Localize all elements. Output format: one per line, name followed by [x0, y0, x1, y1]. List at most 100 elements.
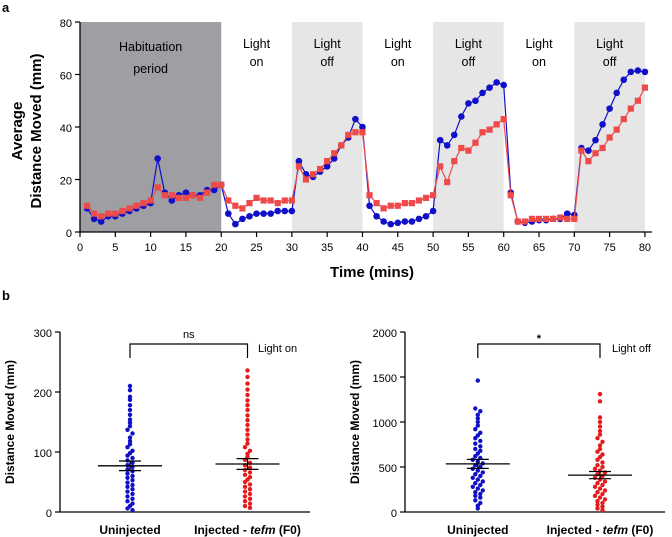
- data-point-injected: [281, 197, 288, 204]
- data-dot: [245, 437, 250, 442]
- data-point-uninjected: [408, 218, 416, 225]
- x-tick-label: 25: [250, 242, 262, 254]
- data-dot: [600, 504, 605, 509]
- data-dot: [130, 431, 135, 436]
- data-point-injected: [204, 189, 211, 196]
- data-point-injected: [627, 105, 634, 112]
- data-point-injected: [528, 215, 536, 222]
- region-label-line2: off: [462, 55, 476, 69]
- group-label-gene: tefm: [603, 523, 629, 537]
- data-point-injected: [359, 129, 366, 136]
- data-dot: [247, 501, 253, 506]
- data-point-injected: [415, 197, 423, 204]
- data-dot: [245, 398, 250, 403]
- data-dot: [473, 472, 478, 477]
- x-tick-label: 55: [462, 242, 474, 254]
- y-tick-label: 0: [46, 508, 52, 520]
- scatter-chart-light-on: 0 100 200 300 Distance Moved (mm) ns Light on U…: [3, 328, 310, 537]
- data-dot: [602, 488, 608, 493]
- data-dot: [478, 491, 483, 497]
- y-tick-label: 2000: [373, 328, 397, 340]
- data-dot: [242, 484, 248, 489]
- y-tick-label: 300: [34, 328, 52, 340]
- y-tick-label: 80: [60, 18, 72, 30]
- data-dot: [480, 479, 485, 484]
- data-dot: [595, 463, 600, 468]
- group-label: Uninjected: [99, 523, 160, 537]
- data-point-injected: [316, 165, 324, 173]
- data-point-injected: [345, 131, 352, 138]
- data-point-injected: [352, 129, 359, 136]
- condition-label: Light on: [258, 343, 297, 355]
- data-dot: [245, 403, 250, 408]
- data-dot: [600, 460, 605, 465]
- data-dot: [473, 490, 478, 495]
- data-dot: [478, 438, 483, 444]
- data-point-uninjected: [443, 142, 451, 149]
- data-dot: [130, 455, 135, 461]
- data-point-uninjected: [627, 68, 635, 76]
- data-dot: [245, 407, 250, 413]
- data-point-injected: [239, 205, 246, 212]
- data-point-injected: [451, 158, 458, 165]
- group-label-suffix: (F0): [276, 523, 301, 537]
- data-point-uninjected: [599, 121, 606, 128]
- data-point-uninjected: [352, 115, 359, 123]
- data-point-injected: [91, 210, 98, 217]
- data-dot: [478, 444, 483, 449]
- data-point-uninjected: [182, 189, 190, 196]
- data-point-injected: [465, 147, 472, 154]
- data-point-injected: [571, 215, 578, 222]
- data-point-injected: [211, 181, 218, 188]
- light-off-region: [291, 22, 363, 232]
- data-point-injected: [535, 215, 543, 222]
- data-point-injected: [112, 210, 119, 217]
- data-point-injected: [182, 194, 190, 201]
- data-point-injected: [507, 192, 514, 199]
- data-point-injected: [422, 194, 430, 201]
- data-dot: [475, 419, 480, 425]
- data-point-uninjected: [465, 100, 472, 107]
- x-tick-label: 5: [112, 242, 118, 254]
- y-tick-label: 60: [60, 71, 72, 83]
- data-dot: [592, 484, 598, 489]
- data-dot: [480, 488, 485, 493]
- data-point-injected: [387, 202, 394, 209]
- x-tick-label: 35: [321, 242, 333, 254]
- data-dot: [245, 418, 250, 423]
- data-dot: [600, 439, 605, 444]
- data-point-injected: [486, 126, 493, 133]
- y-tick-label: 20: [60, 176, 72, 188]
- x-tick-label: 20: [215, 242, 227, 254]
- data-dot: [245, 387, 250, 392]
- data-dot: [245, 368, 250, 373]
- data-dot: [473, 446, 478, 452]
- data-point-uninjected: [380, 218, 387, 225]
- data-point-injected: [147, 197, 154, 204]
- data-point-injected: [564, 215, 571, 222]
- data-dot: [247, 470, 253, 475]
- data-dot: [597, 419, 603, 425]
- data-point-injected: [161, 192, 168, 199]
- y-tick-label: 0: [66, 228, 72, 240]
- data-dot: [125, 445, 130, 450]
- data-dot: [247, 482, 253, 487]
- y-tick-label: 200: [34, 388, 52, 400]
- data-dot: [130, 482, 135, 488]
- data-dot: [245, 413, 250, 418]
- data-point-injected: [119, 207, 126, 215]
- data-point-uninjected: [330, 155, 338, 162]
- data-point-uninjected: [154, 155, 161, 162]
- data-dot: [600, 491, 605, 497]
- region-label-line2: on: [532, 55, 546, 69]
- region-label-line1: Light: [243, 37, 271, 51]
- data-dot: [592, 493, 598, 498]
- data-dot: [247, 465, 253, 470]
- region-label-line2: off: [320, 55, 334, 69]
- data-dot: [470, 475, 475, 480]
- data-dot: [597, 415, 603, 420]
- data-point-injected: [458, 144, 465, 152]
- data-dot: [125, 494, 130, 499]
- data-point-injected: [429, 192, 437, 199]
